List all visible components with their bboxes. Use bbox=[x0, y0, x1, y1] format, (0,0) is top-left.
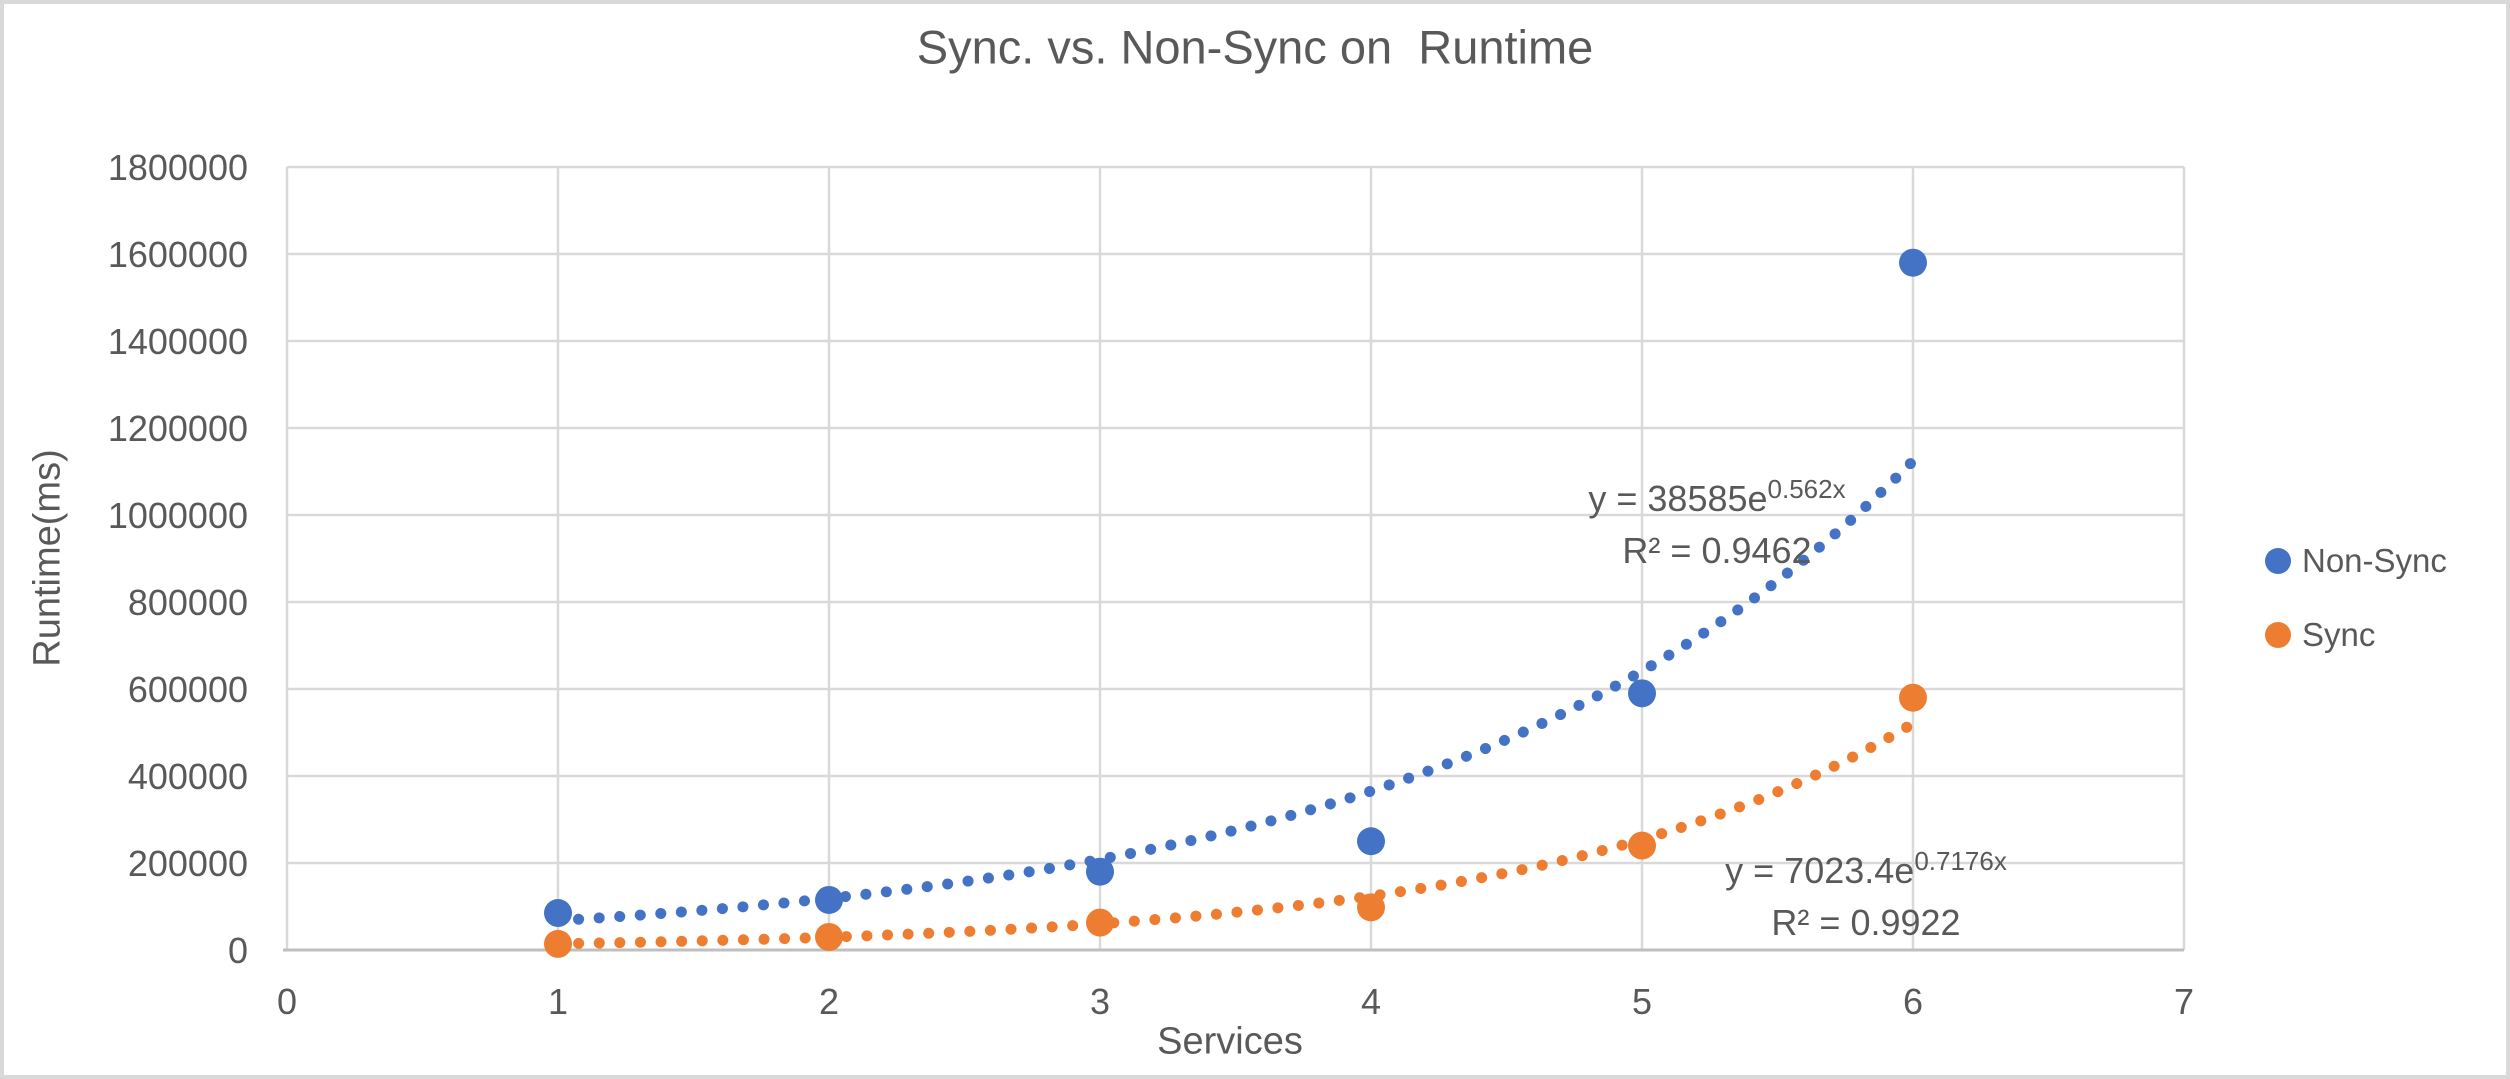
legend-label: Sync bbox=[2302, 616, 2376, 653]
trendline-label-non-sync: y = 38585e0.562x R² = 0.9462 bbox=[1588, 463, 1845, 577]
trendline-r2-sync: R² = 0.9922 bbox=[1771, 902, 1961, 943]
x-tick-label: 3 bbox=[1090, 981, 1110, 1022]
y-tick-label: 400000 bbox=[128, 756, 248, 797]
exponent: 0.562x bbox=[1767, 474, 1846, 504]
y-tick-label: 800000 bbox=[128, 582, 248, 623]
data-point-sync bbox=[1357, 893, 1385, 922]
x-tick-label: 0 bbox=[277, 981, 297, 1022]
legend-marker bbox=[2265, 622, 2291, 648]
y-tick-label: 1000000 bbox=[108, 495, 248, 536]
trendline-sync bbox=[552, 718, 1919, 950]
data-point-non-sync bbox=[1899, 248, 1927, 277]
y-axis-title: Runtime(ms) bbox=[26, 449, 69, 667]
legend-item-sync: Sync bbox=[2265, 616, 2375, 654]
trendline-equation-sync: y = 7023.4e0.7176x bbox=[1725, 846, 2007, 891]
y-tick-label: 1400000 bbox=[108, 321, 248, 362]
data-point-sync bbox=[1628, 831, 1656, 860]
x-tick-label: 6 bbox=[1903, 981, 1923, 1022]
data-point-sync bbox=[815, 922, 843, 951]
x-tick-label: 7 bbox=[2174, 981, 2194, 1022]
exponent: 0.7176x bbox=[1914, 846, 2007, 876]
data-point-sync bbox=[544, 929, 572, 958]
legend-item-non-sync: Non-Sync bbox=[2265, 542, 2447, 580]
y-tick-label: 200000 bbox=[128, 843, 248, 884]
legend-marker bbox=[2265, 548, 2291, 574]
data-point-non-sync bbox=[1086, 857, 1114, 886]
trendline-equation-non-sync: y = 38585e0.562x bbox=[1588, 474, 1846, 519]
chart-title: Sync. vs. Non-Sync on Runtime bbox=[916, 20, 1594, 74]
x-tick-label: 4 bbox=[1361, 981, 1381, 1022]
data-point-non-sync bbox=[1628, 679, 1656, 708]
x-tick-label: 5 bbox=[1632, 981, 1652, 1022]
y-tick-label: 1600000 bbox=[108, 234, 248, 275]
trendline-non-sync bbox=[552, 455, 1919, 927]
y-tick-label: 0 bbox=[228, 930, 248, 971]
legend-label: Non-Sync bbox=[2302, 542, 2447, 579]
data-point-sync bbox=[1086, 908, 1114, 937]
trendline-label-sync: y = 7023.4e0.7176x R² = 0.9922 bbox=[1725, 835, 2007, 949]
data-point-non-sync bbox=[815, 885, 843, 914]
data-point-non-sync bbox=[544, 899, 572, 928]
trendline-r2-non-sync: R² = 0.9462 bbox=[1622, 530, 1812, 571]
data-point-sync bbox=[1899, 683, 1927, 712]
x-axis-title: Services bbox=[1157, 1020, 1303, 1063]
y-tick-label: 600000 bbox=[128, 669, 248, 710]
x-tick-label: 2 bbox=[819, 981, 839, 1022]
x-tick-label: 1 bbox=[548, 981, 568, 1022]
y-tick-label: 1200000 bbox=[108, 408, 248, 449]
data-point-non-sync bbox=[1357, 827, 1385, 856]
y-tick-label: 1800000 bbox=[108, 147, 248, 188]
